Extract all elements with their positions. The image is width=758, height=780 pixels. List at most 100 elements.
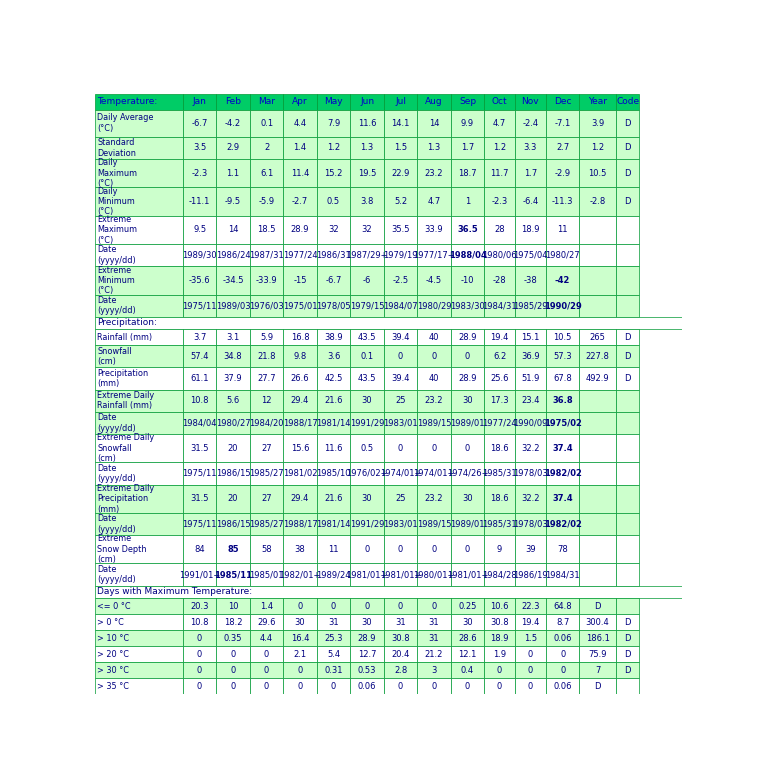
Bar [95,484,183,513]
Bar [283,535,317,563]
Bar [384,110,417,136]
Bar [95,110,183,136]
Bar [250,389,283,412]
Text: 1975/11: 1975/11 [183,469,217,478]
Text: -2.4: -2.4 [522,119,538,128]
Bar [451,678,484,694]
Text: 1981/01+: 1981/01+ [446,570,488,579]
Text: -9.5: -9.5 [225,197,241,206]
Bar [515,295,546,317]
Bar [183,513,216,535]
Bar [515,94,546,110]
Bar [579,563,615,586]
Bar [183,463,216,484]
Text: 1979/15: 1979/15 [349,301,384,310]
Bar [283,216,317,244]
Text: 25: 25 [395,396,406,405]
Text: 0.25: 0.25 [459,601,477,611]
Text: Aug: Aug [425,98,443,106]
Text: 1987/29+: 1987/29+ [346,250,388,260]
Bar [484,346,515,367]
Bar [183,216,216,244]
Text: 27: 27 [262,495,272,503]
Text: 0: 0 [431,682,437,690]
Bar [484,389,515,412]
Bar [250,646,283,662]
Text: 23.2: 23.2 [424,168,443,178]
Text: 16.4: 16.4 [291,633,309,643]
Bar [384,614,417,630]
Text: 0: 0 [465,352,470,361]
Text: 30: 30 [295,618,305,626]
Bar [283,630,317,646]
Bar [283,110,317,136]
Text: 1984/31: 1984/31 [545,570,580,579]
Bar [183,389,216,412]
Bar [95,646,183,662]
Bar [317,598,350,614]
Bar [451,463,484,484]
Text: Code: Code [616,98,639,106]
Text: 33.9: 33.9 [424,225,443,234]
Bar [283,187,317,216]
Bar [579,136,615,159]
Text: Mar: Mar [258,98,275,106]
Bar [95,463,183,484]
Bar [546,463,579,484]
Bar [250,266,283,295]
Text: 26.6: 26.6 [291,374,309,383]
Bar [417,136,451,159]
Text: 0: 0 [398,544,403,554]
Text: 18.9: 18.9 [521,225,540,234]
Text: 16.8: 16.8 [291,332,309,342]
Bar [250,94,283,110]
Text: 0.1: 0.1 [260,119,273,128]
Bar [350,598,384,614]
Bar [350,563,384,586]
Text: 28.6: 28.6 [458,633,477,643]
Bar [183,367,216,389]
Bar [615,484,639,513]
Bar [579,678,615,694]
Bar [451,110,484,136]
Text: > 10 °C: > 10 °C [97,633,129,643]
Text: 1975/11: 1975/11 [183,519,217,529]
Text: 1974/01+: 1974/01+ [413,469,455,478]
Bar [216,646,250,662]
Bar [484,136,515,159]
Text: 75.9: 75.9 [588,650,607,658]
Text: 1.2: 1.2 [591,144,604,152]
Bar [350,484,384,513]
Text: 2: 2 [264,144,269,152]
Text: 11.6: 11.6 [324,444,343,452]
Text: 12.1: 12.1 [459,650,477,658]
Bar [384,329,417,346]
Text: 0.1: 0.1 [361,352,374,361]
Text: 0: 0 [528,682,533,690]
Bar [484,110,515,136]
Text: 9.5: 9.5 [193,225,206,234]
Bar [515,244,546,266]
Bar [417,463,451,484]
Bar [546,598,579,614]
Text: -6.4: -6.4 [522,197,538,206]
Bar [250,563,283,586]
Bar [317,535,350,563]
Text: 28.9: 28.9 [358,633,376,643]
Text: 1980/01+: 1980/01+ [413,570,455,579]
Text: 14.1: 14.1 [391,119,410,128]
Text: 1985/29: 1985/29 [513,301,547,310]
Text: 1988/17: 1988/17 [283,418,318,427]
Bar [183,484,216,513]
Text: 30.8: 30.8 [391,633,410,643]
Text: 11.4: 11.4 [291,168,309,178]
Text: 0: 0 [528,650,533,658]
Bar [350,367,384,389]
Text: 1.1: 1.1 [227,168,240,178]
Bar [350,678,384,694]
Bar [384,216,417,244]
Bar [615,216,639,244]
Text: 36.8: 36.8 [553,396,573,405]
Text: D: D [625,665,631,675]
Text: 18.6: 18.6 [490,495,509,503]
